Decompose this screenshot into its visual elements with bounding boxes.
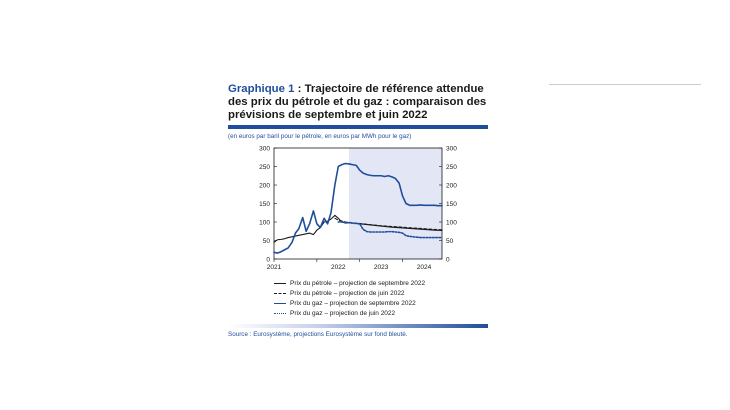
legend-swatch [274,312,286,314]
y-tick-label-left: 250 [259,164,270,171]
y-tick-label-right: 200 [446,182,457,189]
title-rule [228,125,488,129]
bottom-rule [228,324,488,328]
x-tick-label: 2024 [417,264,432,271]
legend-label: Prix du gaz – projection de septembre 20… [290,299,416,307]
legend-item: Prix du gaz – projection de septembre 20… [274,298,490,308]
series-line-3 [273,162,443,254]
legend-label: Prix du gaz – projection de juin 2022 [290,309,396,317]
y-tick-label-right: 150 [446,201,457,208]
y-tick-label-left: 300 [259,145,270,152]
chart-area: 0 0 50 50 100 100 150 150 200 200 250 250 300 300 2021… [228,142,490,277]
chart-legend: Prix du pétrole – projection de septembr… [228,278,490,318]
units-note: (en euros par baril pour le pétrole, en … [228,133,412,140]
projection-shading [349,148,442,259]
legend-swatch [274,292,286,294]
line-chart: 0 0 50 50 100 100 150 150 200 200 250 250 300 300 2021… [259,145,457,271]
chart-figure: Graphique 1 : Trajectoire de référence a… [228,83,490,338]
y-tick-label-right: 300 [446,145,457,152]
y-tick-label-right: 250 [446,164,457,171]
legend-label: Prix du pétrole – projection de septembr… [290,279,426,287]
title-text: : Trajectoire de référence attendue des … [228,83,487,121]
series-line-4 [337,221,443,239]
y-tick-label-right: 100 [446,219,457,226]
legend-item: Prix du pétrole – projection de septembr… [274,278,490,288]
y-tick-label-right: 0 [446,256,450,263]
y-tick-label-left: 50 [263,238,271,245]
chart-title: Graphique 1 : Trajectoire de référence a… [228,83,490,122]
legend-item: Prix du pétrole – projection de juin 202… [274,288,490,298]
legend-label: Prix du pétrole – projection de juin 202… [290,289,405,297]
figure-label: Graphique 1 [228,83,295,95]
separator-line [549,84,701,85]
y-tick-label-right: 50 [446,238,454,245]
x-tick-label: 2022 [331,264,346,271]
y-tick-label-left: 0 [266,256,270,263]
y-tick-label-left: 100 [259,219,270,226]
y-tick-label-left: 150 [259,201,270,208]
legend-swatch [274,282,286,284]
legend-swatch [274,302,286,304]
x-tick-label: 2023 [374,264,389,271]
source-note: Source : Eurosystème, projections Eurosy… [228,331,408,338]
legend-item: Prix du gaz – projection de juin 2022 [274,308,490,318]
y-tick-label-left: 200 [259,182,270,189]
x-tick-label: 2021 [267,264,282,271]
